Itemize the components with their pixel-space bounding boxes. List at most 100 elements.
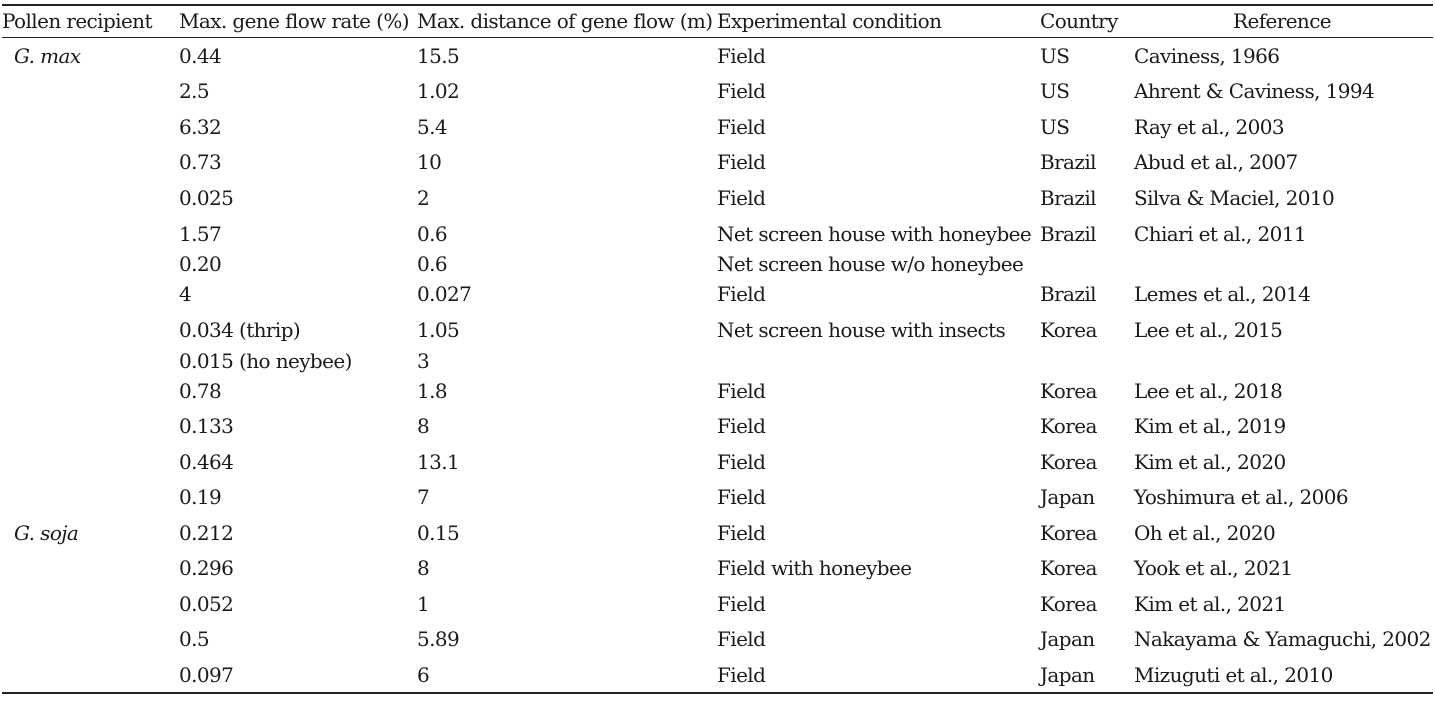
cell-country: Brazil (1040, 282, 1097, 306)
cell-reference: Silva & Maciel, 2010 (1134, 186, 1335, 210)
table-row: 1.57 0.6 Net screen house with honeybee Bra… (2, 219, 1433, 249)
table-bottom-rule (2, 692, 1433, 694)
cell-country: Korea (1040, 318, 1097, 342)
cell-condition: Net screen house with insects (717, 318, 1006, 342)
cell-condition: Net screen house with honeybee (717, 222, 1032, 246)
cell-max-distance: 10 (417, 150, 442, 174)
cell-max-rate: 0.212 (179, 521, 234, 545)
cell-max-rate: 0.44 (179, 44, 222, 68)
cell-max-rate: 0.73 (179, 150, 222, 174)
cell-max-distance: 8 (417, 414, 430, 438)
table-row: 0.20 0.6 Net screen house w/o honeybee (2, 249, 1433, 279)
header-max-distance: Max. distance of gene flow (m) (417, 9, 713, 33)
cell-max-distance: 7 (417, 485, 430, 509)
table-row: 0.78 1.8 Field Korea Lee et al., 2018 (2, 376, 1433, 406)
header-condition: Experimental condition (717, 9, 942, 33)
cell-condition: Field (717, 521, 766, 545)
cell-reference: Ray et al., 2003 (1134, 115, 1285, 139)
cell-max-distance: 1.8 (417, 379, 448, 403)
cell-pollen-recipient: G. max (14, 44, 81, 68)
cell-max-rate: 0.025 (179, 186, 234, 210)
cell-max-rate: 0.296 (179, 556, 234, 580)
cell-condition: Net screen house w/o honeybee (717, 252, 1024, 276)
table-row: 0.464 13.1 Field Korea Kim et al., 2020 (2, 447, 1433, 477)
cell-max-distance: 2 (417, 186, 430, 210)
cell-condition: Field (717, 186, 766, 210)
cell-max-rate: 0.78 (179, 379, 222, 403)
cell-condition: Field (717, 379, 766, 403)
cell-condition: Field (717, 79, 766, 103)
cell-condition: Field (717, 450, 766, 474)
cell-reference: Lemes et al., 2014 (1134, 282, 1311, 306)
cell-reference: Yook et al., 2021 (1134, 556, 1293, 580)
cell-country: Korea (1040, 592, 1097, 616)
table-row: 0.19 7 Field Japan Yoshimura et al., 2006 (2, 482, 1433, 512)
cell-country: Korea (1040, 521, 1097, 545)
cell-condition: Field (717, 592, 766, 616)
cell-country: Korea (1040, 414, 1097, 438)
table-header-row: Pollen recipient Max. gene flow rate (%)… (2, 6, 1433, 36)
cell-max-rate: 0.20 (179, 252, 222, 276)
header-pollen-recipient: Pollen recipient (2, 9, 153, 33)
header-max-rate: Max. gene flow rate (%) (179, 9, 410, 33)
cell-country: Brazil (1040, 186, 1097, 210)
cell-max-distance: 0.15 (417, 521, 460, 545)
table-row: 0.052 1 Field Korea Kim et al., 2021 (2, 589, 1433, 619)
cell-max-distance: 0.6 (417, 222, 448, 246)
cell-condition: Field (717, 485, 766, 509)
table-row: 6.32 5.4 Field US Ray et al., 2003 (2, 112, 1433, 142)
cell-country: Brazil (1040, 150, 1097, 174)
cell-reference: Caviness, 1966 (1134, 44, 1280, 68)
table-row: 0.296 8 Field with honeybee Korea Yook et al… (2, 553, 1433, 583)
cell-max-rate: 0.133 (179, 414, 234, 438)
table-row: 4 0.027 Field Brazil Lemes et al., 2014 (2, 279, 1433, 309)
cell-reference: Yoshimura et al., 2006 (1134, 485, 1349, 509)
cell-condition: Field (717, 150, 766, 174)
cell-max-distance: 1.05 (417, 318, 460, 342)
cell-max-distance: 1.02 (417, 79, 460, 103)
header-country: Country (1040, 9, 1118, 33)
cell-max-distance: 13.1 (417, 450, 460, 474)
cell-country: Brazil (1040, 222, 1097, 246)
cell-condition: Field (717, 663, 766, 687)
cell-pollen-recipient: G. soja (14, 521, 79, 545)
cell-condition: Field (717, 627, 766, 651)
table-row: 0.5 5.89 Field Japan Nakayama & Yamaguchi, 2… (2, 624, 1433, 654)
cell-reference: Ahrent & Caviness, 1994 (1134, 79, 1375, 103)
cell-reference: Abud et al., 2007 (1134, 150, 1298, 174)
cell-condition: Field (717, 44, 766, 68)
cell-max-distance: 5.4 (417, 115, 448, 139)
cell-max-rate: 4 (179, 282, 192, 306)
cell-country: Korea (1040, 556, 1097, 580)
cell-condition: Field (717, 115, 766, 139)
header-reference: Reference (1233, 9, 1332, 33)
table-row: 0.73 10 Field Brazil Abud et al., 2007 (2, 147, 1433, 177)
cell-max-rate: 1.57 (179, 222, 222, 246)
cell-max-distance: 15.5 (417, 44, 460, 68)
cell-max-distance: 5.89 (417, 627, 460, 651)
cell-max-rate: 0.5 (179, 627, 210, 651)
cell-reference: Oh et al., 2020 (1134, 521, 1276, 545)
cell-max-distance: 0.6 (417, 252, 448, 276)
cell-max-rate: 0.015 (ho neybee) (179, 349, 352, 373)
cell-max-distance: 6 (417, 663, 430, 687)
table-row: 0.034 (thrip) 1.05 Net screen house with i… (2, 315, 1433, 345)
table-top-rule (2, 4, 1433, 6)
cell-country: Japan (1040, 663, 1095, 687)
cell-max-distance: 1 (417, 592, 430, 616)
cell-condition: Field with honeybee (717, 556, 912, 580)
cell-max-rate: 2.5 (179, 79, 210, 103)
cell-reference: Kim et al., 2020 (1134, 450, 1286, 474)
table-row: G. soja 0.212 0.15 Field Korea Oh et al., 202… (2, 518, 1433, 548)
cell-reference: Kim et al., 2021 (1134, 592, 1286, 616)
cell-country: Japan (1040, 485, 1095, 509)
cell-max-rate: 0.034 (thrip) (179, 318, 301, 342)
cell-country: Korea (1040, 379, 1097, 403)
cell-country: US (1040, 44, 1070, 68)
table-row: 0.133 8 Field Korea Kim et al., 2019 (2, 411, 1433, 441)
cell-max-rate: 0.464 (179, 450, 234, 474)
cell-reference: Mizuguti et al., 2010 (1134, 663, 1333, 687)
cell-condition: Field (717, 282, 766, 306)
cell-max-distance: 8 (417, 556, 430, 580)
cell-max-rate: 0.097 (179, 663, 234, 687)
